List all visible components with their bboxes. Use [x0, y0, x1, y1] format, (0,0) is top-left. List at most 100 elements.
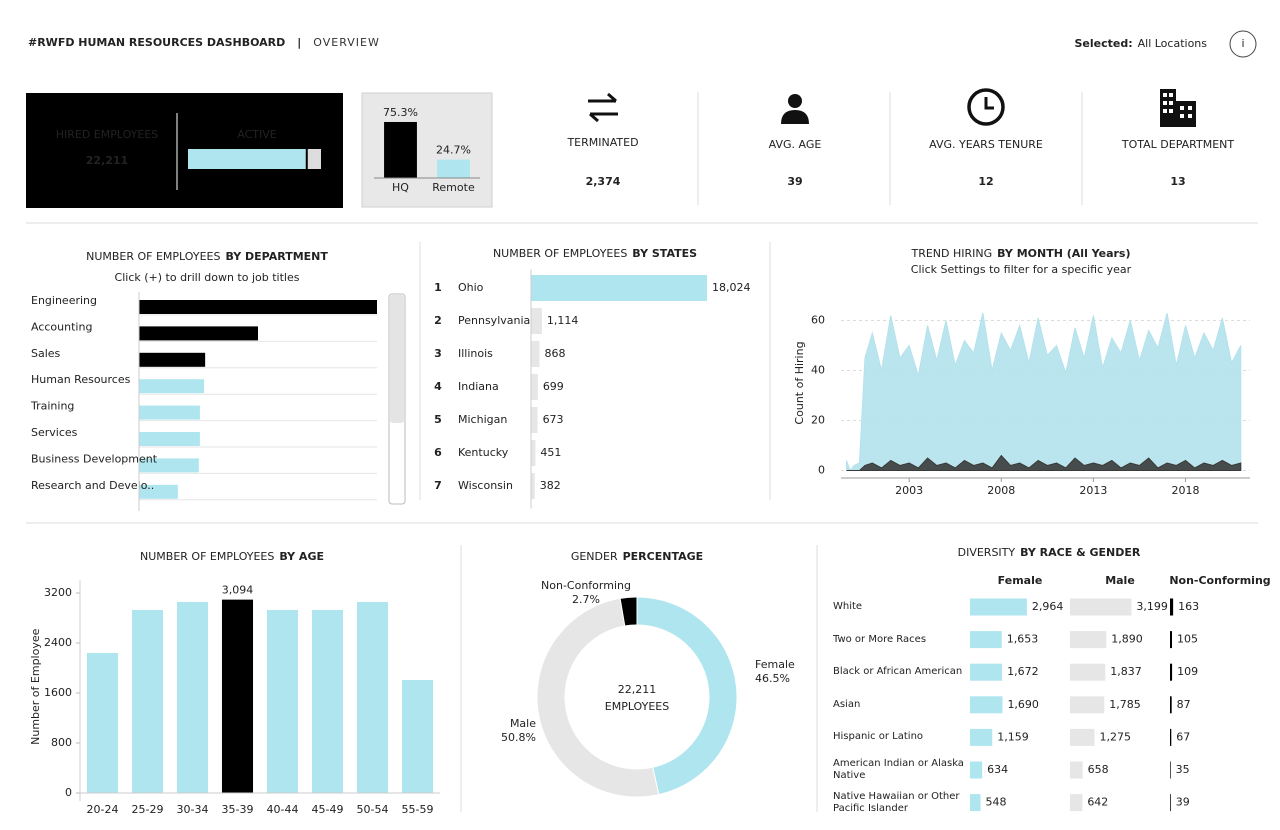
- value-label: 109: [1177, 665, 1198, 678]
- chart-title: GENDER PERCENTAGE: [571, 550, 703, 563]
- bar: [1170, 728, 1172, 746]
- kpi-label: TERMINATED: [566, 136, 638, 149]
- value-label: 3,094: [222, 584, 254, 597]
- y-axis-label: Number of Employee: [29, 628, 42, 744]
- x-tick-label: 35-39: [222, 803, 254, 816]
- page-title: #RWFD HUMAN RESOURCES DASHBOARD | OVERVIEW: [28, 36, 380, 49]
- transfer-icon: [588, 92, 618, 123]
- x-tick-label: 40-44: [267, 803, 299, 816]
- chart-title: DIVERSITY BY RACE & GENDER: [958, 546, 1141, 559]
- person-icon: [781, 94, 809, 124]
- category-label: Indiana: [458, 380, 499, 393]
- bar: [1070, 598, 1132, 616]
- category-label: Pennsylvania: [458, 314, 530, 327]
- y-tick-label: 2400: [44, 636, 72, 649]
- category-label: Kentucky: [458, 446, 509, 459]
- category-label: Michigan: [458, 413, 507, 426]
- bar: [139, 484, 178, 499]
- title-emphasis: BY MONTH (All Years): [997, 247, 1130, 260]
- rank-label: 2: [434, 314, 442, 327]
- bar: [531, 374, 538, 400]
- scrollbar-thumb[interactable]: [390, 295, 404, 423]
- value-label: 2,964: [1032, 600, 1064, 613]
- kpi-label: AVG. YEARS TENURE: [929, 138, 1043, 151]
- selection: Selected: All Locations: [1074, 37, 1207, 50]
- value-label: 1,275: [1099, 730, 1131, 743]
- building-icon: [1160, 89, 1196, 127]
- y-tick-label: 60: [811, 314, 825, 327]
- category-label: American Indian or Alaska Native: [833, 758, 964, 781]
- category-label: Training: [30, 400, 74, 413]
- bar: [1170, 794, 1171, 812]
- x-tick-label: 45-49: [312, 803, 344, 816]
- value-label: 163: [1178, 600, 1199, 613]
- chart-subtitle: Click Settings to filter for a specific …: [911, 263, 1132, 276]
- bar: [1070, 696, 1105, 714]
- clock-icon: [967, 88, 1005, 126]
- y-tick-label: 0: [65, 786, 72, 799]
- rank-label: 6: [434, 446, 442, 459]
- slice: [636, 596, 738, 796]
- chart-title: NUMBER OF EMPLOYEES BY STATES: [493, 247, 697, 260]
- kpi-label: AVG. AGE: [769, 138, 822, 151]
- title-text: TREND HIRING: [910, 247, 992, 260]
- bar: [86, 653, 119, 793]
- bar: [266, 610, 299, 793]
- rank-label: 7: [434, 479, 442, 492]
- bar: [531, 341, 540, 367]
- bar: [1170, 631, 1173, 649]
- x-tick-label: 30-34: [177, 803, 209, 816]
- value-label: 67: [1176, 730, 1190, 743]
- value-label: 24.7%: [436, 144, 471, 157]
- y-tick-label: 800: [51, 736, 72, 749]
- value-label: 642: [1087, 796, 1108, 809]
- value-label: 39: [1176, 796, 1190, 809]
- kpi-label: TOTAL DEPARTMENT: [1121, 138, 1234, 151]
- bar: [531, 308, 542, 334]
- separators: [26, 92, 1258, 812]
- title-main: #RWFD HUMAN RESOURCES DASHBOARD: [28, 36, 285, 49]
- rank-label: 3: [434, 347, 442, 360]
- bar: [970, 631, 1002, 649]
- value-label: 87: [1177, 698, 1191, 711]
- chart-title: NUMBER OF EMPLOYEES BY DEPARTMENT: [86, 250, 328, 263]
- kpi-value: 13: [1170, 175, 1185, 188]
- x-tick-label: 2008: [987, 484, 1015, 497]
- category-label-box: Hispanic or Latino: [833, 731, 923, 742]
- bar: [970, 696, 1003, 714]
- value-label: 451: [540, 446, 561, 459]
- value-label: 1,690: [1007, 698, 1039, 711]
- bar: [1070, 761, 1083, 779]
- bar: [970, 598, 1027, 616]
- rank-label: 1: [434, 281, 442, 294]
- category-label: Asian: [833, 698, 861, 710]
- bar: [1170, 663, 1173, 681]
- value-label: 1,653: [1007, 633, 1038, 646]
- title-text: NUMBER OF EMPLOYEES: [493, 247, 627, 260]
- title-text: GENDER: [571, 550, 618, 563]
- chart-title: NUMBER OF EMPLOYEES BY AGE: [140, 550, 324, 563]
- slice-label: Female: [755, 658, 795, 671]
- info-icon: i: [1241, 37, 1244, 50]
- bar: [401, 680, 434, 793]
- kpi-value: 39: [787, 175, 802, 188]
- bar: [531, 440, 536, 466]
- chart-title: TREND HIRING BY MONTH (All Years): [910, 247, 1130, 260]
- y-tick-label: 1600: [44, 686, 72, 699]
- category-label: Native Hawaiian or Other Pacific Islande…: [833, 790, 960, 814]
- bar: [1170, 761, 1171, 779]
- bar: [139, 326, 258, 341]
- y-tick-label: 0: [818, 464, 825, 477]
- info-button[interactable]: [1229, 30, 1257, 58]
- chart-subtitle: Click (+) to drill down to job titles: [115, 271, 300, 284]
- title-sub: OVERVIEW: [313, 36, 380, 49]
- value-label: 699: [543, 380, 564, 393]
- category-label: Wisconsin: [458, 479, 513, 492]
- x-tick-label: 2018: [1172, 484, 1200, 497]
- bar: [970, 728, 993, 746]
- title-emphasis: BY STATES: [632, 247, 697, 260]
- category-label: Research and Develo..: [31, 479, 154, 492]
- bar: [970, 663, 1003, 681]
- category-label: Services: [31, 426, 78, 439]
